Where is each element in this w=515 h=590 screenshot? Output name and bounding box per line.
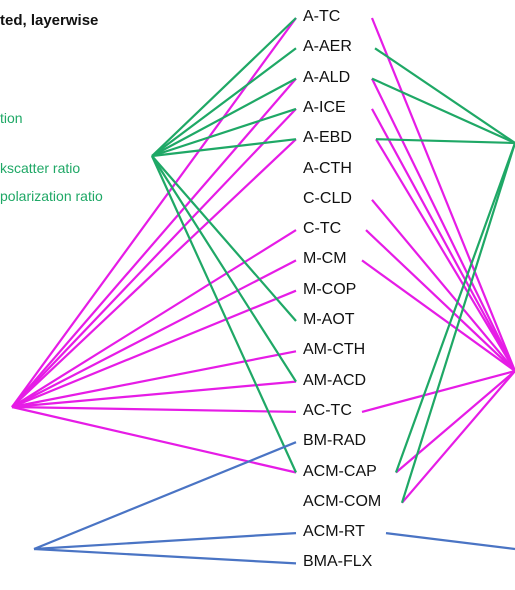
- product-label: ACM-CAP: [302, 462, 378, 481]
- product-label: BMA-FLX: [302, 553, 374, 572]
- edge-right-magenta-a-tc: [370, 17, 515, 372]
- legend-line-2: kscatter ratio: [0, 160, 81, 176]
- edges-layer: [11, 17, 515, 565]
- product-label: A-ALD: [302, 68, 352, 87]
- product-label: A-EBD: [302, 129, 353, 148]
- edge-right-blue-acm-rt: [385, 532, 515, 551]
- product-label: C-CLD: [302, 189, 353, 208]
- product-label: AM-CTH: [302, 341, 367, 360]
- product-label: A-AER: [302, 38, 353, 57]
- edge-left-magenta-a-ald: [11, 77, 297, 408]
- product-label: M-COP: [302, 280, 358, 299]
- edge-left-magenta-c-tc: [11, 229, 297, 408]
- edge-left-magenta-m-cm: [11, 259, 297, 408]
- product-label: ACM-COM: [302, 492, 383, 511]
- edge-right-magenta-c-tc: [365, 229, 515, 372]
- edge-right-magenta-acm-com: [401, 370, 515, 504]
- edge-left-magenta-am-cth: [11, 350, 297, 409]
- edge-right-magenta-a-ald: [371, 78, 515, 372]
- edge-left-magenta-m-cop: [11, 289, 297, 409]
- legend-line-1: tion: [0, 110, 23, 126]
- edge-left-magenta-acm-cap: [11, 405, 297, 474]
- edge-left-magenta-am-acd: [11, 380, 297, 409]
- product-label: A-ICE: [302, 98, 347, 117]
- product-label: C-TC: [302, 220, 343, 239]
- edge-right-green-a-ald: [371, 77, 515, 145]
- edge-right-magenta-a-ice: [371, 108, 515, 372]
- edge-right-magenta-a-ebd: [375, 138, 515, 372]
- edge-left-magenta-ac-tc: [11, 405, 297, 413]
- edge-left-magenta-a-ice: [11, 108, 297, 408]
- edge-left-blue-bm-rad: [33, 441, 297, 551]
- edge-left-green-a-ald: [151, 77, 297, 157]
- edge-left-green-a-aer: [151, 47, 297, 157]
- edge-right-green-acm-cap: [394, 142, 515, 473]
- edge-left-blue-bma-flx: [33, 547, 297, 565]
- edge-right-magenta-c-cld: [371, 199, 515, 372]
- product-label: ACM-RT: [302, 523, 366, 542]
- edge-left-green-acm-cap: [150, 155, 298, 473]
- product-label: A-TC: [302, 8, 342, 26]
- edge-left-green-m-aot: [151, 155, 297, 322]
- header-fragment: ted, layerwise: [0, 12, 99, 29]
- edge-left-green-am-acd: [151, 155, 297, 383]
- product-label: AC-TC: [302, 401, 353, 420]
- product-label: BM-RAD: [302, 432, 368, 451]
- edge-left-green-a-tc: [151, 17, 297, 157]
- edge-right-magenta-m-cm: [361, 259, 515, 372]
- edge-left-green-a-ice: [151, 107, 297, 158]
- product-label: A-CTH: [302, 159, 353, 178]
- edge-right-green-acm-com: [400, 142, 515, 504]
- edge-left-green-a-ebd: [151, 138, 297, 158]
- edge-left-magenta-a-ebd: [11, 138, 297, 408]
- edge-right-green-a-aer: [374, 47, 515, 144]
- product-label: M-AOT: [302, 311, 356, 329]
- product-label: M-CM: [302, 250, 348, 269]
- edge-left-blue-acm-rt: [33, 532, 297, 551]
- edge-right-magenta-ac-tc: [361, 369, 515, 413]
- legend-line-3: polarization ratio: [0, 188, 103, 204]
- product-label: AM-ACD: [302, 371, 368, 390]
- edge-right-green-a-ebd: [375, 138, 515, 145]
